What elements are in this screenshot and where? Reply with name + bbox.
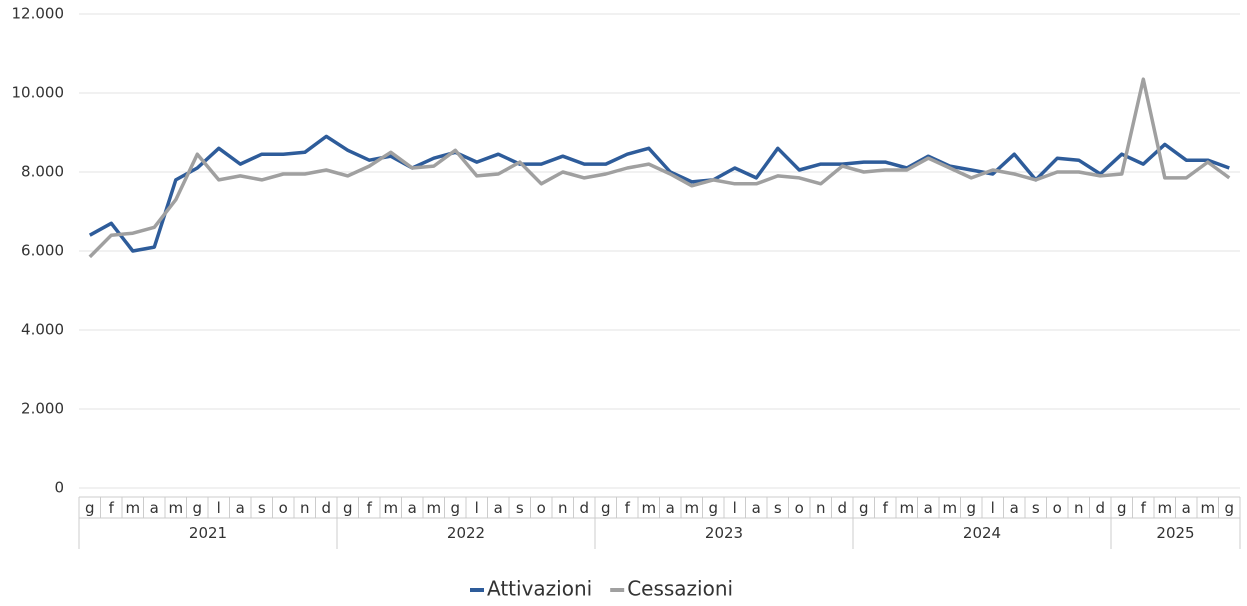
x-tick-label: g: [1224, 499, 1234, 517]
x-tick-label: o: [795, 499, 804, 517]
y-tick-label: 2.000: [21, 400, 64, 418]
group-label: 2025: [1156, 524, 1194, 542]
x-tick-label: m: [426, 499, 441, 517]
y-tick-label: 12.000: [12, 5, 65, 23]
x-tick-label: f: [1141, 499, 1147, 517]
x-tick-label: a: [1010, 499, 1019, 517]
x-tick-label: m: [1200, 499, 1215, 517]
x-tick-label: g: [859, 499, 869, 517]
x-tick-label: m: [899, 499, 914, 517]
x-tick-label: s: [258, 499, 266, 517]
x-tick-label: g: [85, 499, 95, 517]
x-tick-label: n: [816, 499, 826, 517]
x-tick-label: o: [537, 499, 546, 517]
x-tick-label: g: [192, 499, 202, 517]
y-tick-label: 8.000: [21, 163, 64, 181]
x-tick-label: m: [641, 499, 656, 517]
x-tick-label: n: [300, 499, 310, 517]
x-tick-label: o: [279, 499, 288, 517]
group-label: 2024: [963, 524, 1001, 542]
x-tick-label: a: [666, 499, 675, 517]
x-tick-label: m: [383, 499, 398, 517]
y-tick-label: 10.000: [12, 84, 65, 102]
legend-label: Attivazioni: [487, 577, 592, 601]
x-tick-label: a: [924, 499, 933, 517]
x-tick-label: g: [450, 499, 460, 517]
x-tick-label: d: [579, 499, 589, 517]
y-tick-label: 0: [54, 479, 64, 497]
x-tick-label: m: [684, 499, 699, 517]
x-tick-label: s: [1032, 499, 1040, 517]
x-tick-label: n: [558, 499, 568, 517]
x-tick-label: m: [1157, 499, 1172, 517]
x-tick-label: d: [1095, 499, 1105, 517]
x-tick-label: g: [1117, 499, 1127, 517]
group-label: 2021: [189, 524, 227, 542]
x-tick-label: m: [942, 499, 957, 517]
series-line: [88, 134, 1230, 253]
group-label: 2022: [447, 524, 485, 542]
y-tick-label: 4.000: [21, 321, 64, 339]
x-tick-label: l: [217, 499, 221, 517]
x-tick-label: m: [125, 499, 140, 517]
x-tick-label: s: [516, 499, 524, 517]
x-tick-label: g: [601, 499, 611, 517]
legend-label: Cessazioni: [627, 577, 733, 601]
x-tick-label: f: [625, 499, 631, 517]
x-tick-label: g: [343, 499, 353, 517]
x-tick-label: l: [991, 499, 995, 517]
x-tick-label: l: [733, 499, 737, 517]
x-tick-label: a: [236, 499, 245, 517]
x-tick-label: f: [367, 499, 373, 517]
series-line: [88, 77, 1231, 259]
x-tick-label: l: [475, 499, 479, 517]
x-tick-label: g: [966, 499, 976, 517]
x-tick-label: m: [168, 499, 183, 517]
group-label: 2023: [705, 524, 743, 542]
x-tick-label: s: [774, 499, 782, 517]
x-tick-label: a: [494, 499, 503, 517]
x-tick-label: d: [837, 499, 847, 517]
x-tick-label: f: [883, 499, 889, 517]
x-tick-label: a: [752, 499, 761, 517]
x-tick-label: o: [1053, 499, 1062, 517]
x-tick-label: n: [1074, 499, 1084, 517]
x-tick-label: g: [708, 499, 718, 517]
x-tick-label: a: [1182, 499, 1191, 517]
y-tick-label: 6.000: [21, 242, 64, 260]
x-tick-label: a: [150, 499, 159, 517]
x-tick-label: d: [321, 499, 331, 517]
x-tick-label: f: [109, 499, 115, 517]
x-tick-label: a: [408, 499, 417, 517]
